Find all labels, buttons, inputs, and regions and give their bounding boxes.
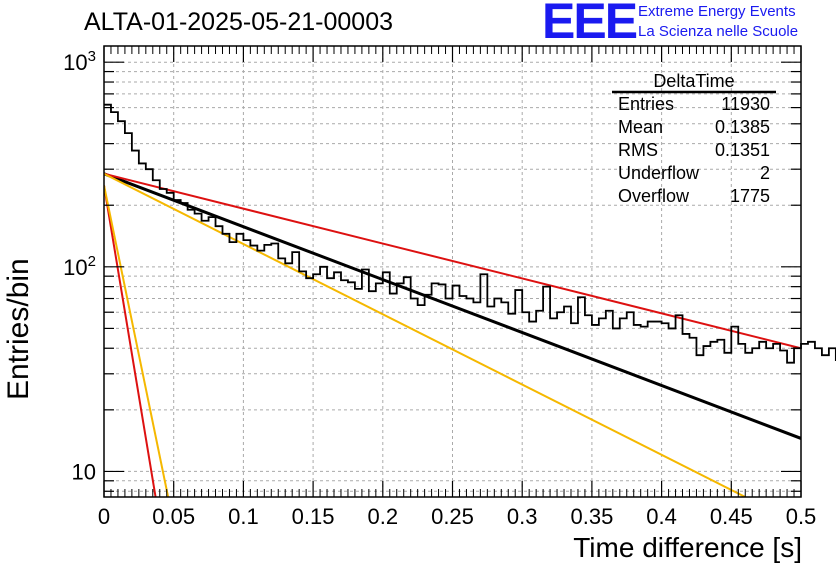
histogram: [104, 103, 836, 364]
stats-value: 0.1385: [715, 117, 770, 137]
stats-label: Entries: [618, 94, 674, 114]
fit-line: [104, 172, 801, 440]
y-tick-label: 102: [63, 253, 96, 280]
y-tick-label: 103: [63, 48, 96, 75]
fit-curves: [104, 172, 801, 497]
stats-value: 0.1351: [715, 140, 770, 160]
plot-frame: [103, 45, 802, 498]
stats-label: RMS: [618, 140, 658, 160]
stats-title: DeltaTime: [653, 71, 734, 91]
x-tick-label: 0.2: [368, 504, 399, 529]
band-line: [104, 172, 801, 350]
logo-subtitle-2: La Scienza nelle Scuole: [638, 23, 799, 40]
x-tick-label: 0.1: [228, 504, 259, 529]
axis-ticks: [103, 46, 802, 497]
x-tick-label: 0.4: [646, 504, 677, 529]
chart-title: ALTA-01-2025-05-21-00003: [84, 8, 393, 36]
stats-label: Underflow: [618, 163, 700, 183]
y-tick-label: 10: [72, 459, 96, 484]
grid-lines: [104, 46, 801, 497]
band-line: [104, 185, 157, 497]
stats-box: DeltaTime Entries 11930 Mean 0.1385 RMS 0.1351…: [612, 71, 776, 206]
x-tick-label: 0.45: [710, 504, 753, 529]
stats-value: 2: [760, 163, 770, 183]
x-tick-label: 0.05: [152, 504, 195, 529]
y-axis-label: Entries/bin: [2, 258, 35, 400]
x-tick-label: 0.35: [570, 504, 613, 529]
x-tick-label: 0: [98, 504, 110, 529]
x-tick-label: 0.15: [292, 504, 335, 529]
band-line: [104, 185, 170, 497]
stats-value: 11930: [721, 94, 770, 114]
tick-labels: 0 0.05 0.1 0.15 0.2 0.25 0.3 0.35 0.4 0.45 0.5 10 10…: [63, 48, 816, 529]
x-tick-label: 0.3: [507, 504, 538, 529]
band-line: [104, 172, 746, 497]
logo-subtitle-1: Extreme Energy Events: [638, 3, 796, 20]
stats-label: Overflow: [618, 186, 690, 206]
x-axis-label: Time difference [s]: [573, 532, 802, 563]
x-tick-label: 0.25: [431, 504, 474, 529]
x-tick-label: 0.5: [786, 504, 817, 529]
stats-value: 1775: [730, 186, 770, 206]
eee-logo: EEE: [542, 0, 638, 49]
stats-label: Mean: [618, 117, 663, 137]
